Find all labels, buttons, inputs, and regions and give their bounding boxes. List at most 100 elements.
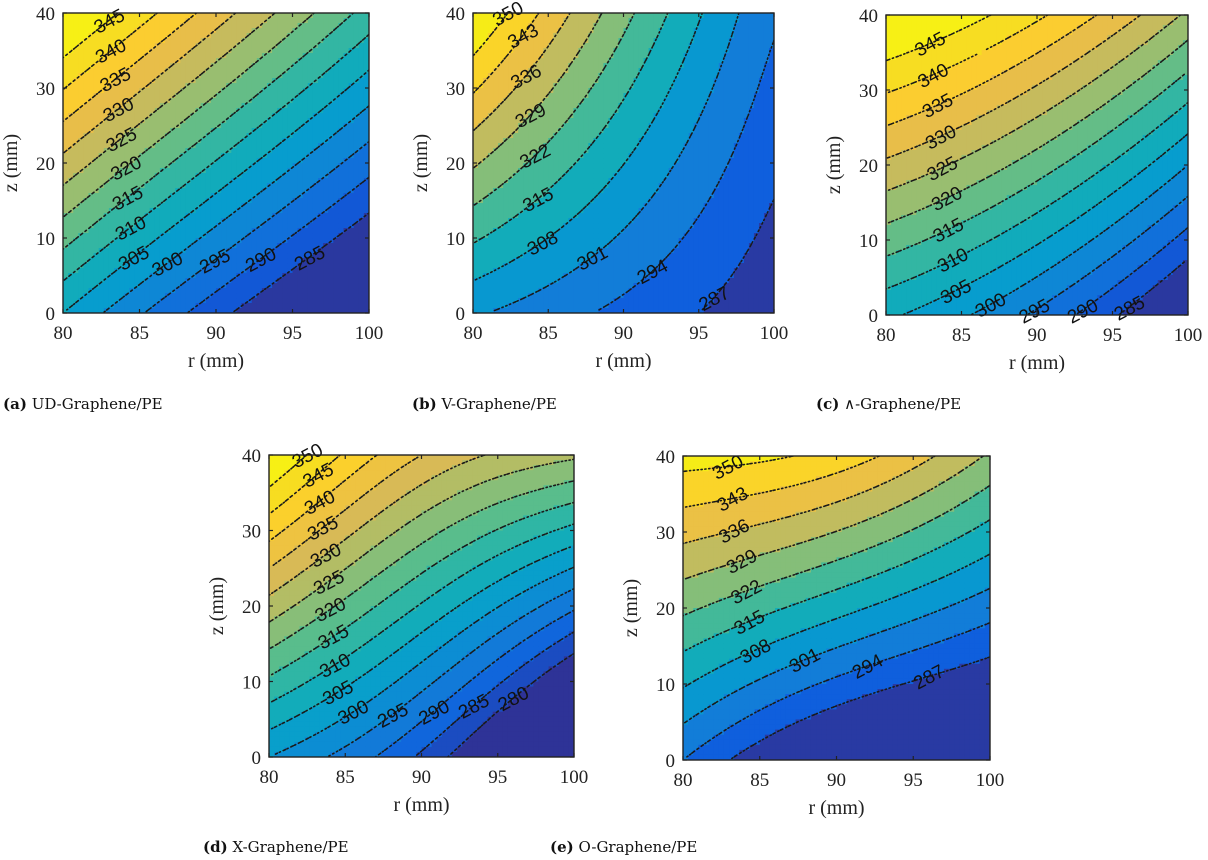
contour-cell [103, 188, 110, 194]
contour-cell [287, 38, 294, 44]
contour-cell [363, 213, 369, 219]
contour-cell [241, 158, 248, 164]
contour-cell [358, 18, 365, 24]
contour-cell [241, 268, 248, 274]
contour-cell [272, 283, 278, 289]
contour-cell [513, 168, 519, 174]
contour-cell [129, 18, 135, 24]
contour-cell [154, 173, 161, 179]
contour-cell [328, 43, 334, 49]
contour-cell [568, 223, 574, 229]
contour-cell [338, 38, 345, 44]
contour-cell [154, 83, 161, 89]
contour-cell [488, 73, 494, 79]
contour-cell [328, 198, 334, 204]
contour-cell [68, 293, 74, 299]
contour-cell [210, 58, 217, 64]
contour-cell [159, 113, 166, 119]
contour-cell [88, 28, 95, 34]
contour-cell [363, 298, 369, 304]
contour-cell [205, 23, 212, 29]
contour-cell [533, 68, 539, 74]
contour-cell [548, 53, 554, 59]
contour-cell [261, 278, 268, 284]
contour-cell [98, 273, 105, 279]
contour-cell [488, 103, 494, 109]
contour-cell [231, 248, 237, 254]
contour-cell [523, 228, 529, 234]
contour-cell [180, 128, 186, 134]
contour-cell [144, 108, 151, 114]
contour-cell [154, 43, 161, 49]
contour-cell [568, 303, 574, 309]
contour-cell [175, 28, 181, 34]
contour-cell [523, 108, 529, 114]
contour-cell [292, 13, 299, 19]
contour-cell [363, 128, 369, 134]
contour-cell [573, 93, 579, 99]
contour-cell [513, 268, 519, 274]
contour-cell [353, 13, 360, 19]
contour-cell [236, 93, 243, 99]
contour-cell [358, 98, 365, 104]
contour-cell [149, 253, 156, 259]
contour-cell [114, 273, 120, 279]
contour-cell [343, 233, 350, 239]
contour-cell [261, 303, 268, 309]
contour-cell [483, 298, 489, 304]
contour-cell [93, 63, 100, 69]
contour-cell [353, 203, 360, 209]
contour-cell [573, 238, 579, 244]
contour-cell [488, 303, 494, 309]
contour-cell [498, 43, 504, 49]
contour-cell [318, 93, 324, 99]
contour-cell [236, 148, 243, 154]
contour-cell [338, 248, 345, 254]
contour-cell [498, 108, 504, 114]
contour-cell [297, 298, 304, 304]
contour-cell [488, 63, 494, 69]
contour-cell [323, 273, 329, 279]
contour-cell [83, 73, 90, 79]
contour-cell [473, 218, 479, 224]
contour-cell [149, 188, 156, 194]
contour-cell [358, 233, 365, 239]
contour-cell [88, 23, 95, 29]
contour-cell [165, 168, 171, 174]
contour-cell [83, 38, 90, 44]
contour-cell [573, 138, 579, 144]
contour-cell [558, 133, 564, 139]
contour-cell [292, 93, 299, 99]
contour-cell [165, 248, 171, 254]
contour-cell [170, 68, 176, 74]
contour-cell [518, 268, 524, 274]
contour-cell [573, 123, 579, 129]
contour-cell [144, 278, 151, 284]
contour-cell [103, 123, 110, 129]
contour-cell [338, 253, 345, 259]
contour-cell [241, 123, 248, 129]
contour-cell [175, 248, 181, 254]
contour-cell [318, 63, 324, 69]
contour-cell [277, 268, 283, 274]
contour-cell [473, 178, 479, 184]
contour-cell [318, 178, 324, 184]
contour-cell [483, 158, 489, 164]
contour-cell [108, 268, 115, 274]
contour-cell [533, 193, 539, 199]
contour-cell [353, 308, 360, 313]
contour-cell [236, 278, 243, 284]
contour-cell [333, 193, 339, 199]
contour-cell [83, 93, 90, 99]
contour-cell [548, 263, 554, 269]
contour-cell [307, 63, 314, 69]
contour-cell [241, 13, 248, 19]
contour-cell [343, 173, 350, 179]
contour-cell [563, 263, 569, 269]
contour-cell [583, 53, 589, 59]
contour-cell [488, 43, 494, 49]
contour-cell [302, 243, 309, 249]
contour-cell [493, 143, 499, 149]
contour-cell [493, 128, 499, 134]
contour-cell [483, 288, 489, 294]
